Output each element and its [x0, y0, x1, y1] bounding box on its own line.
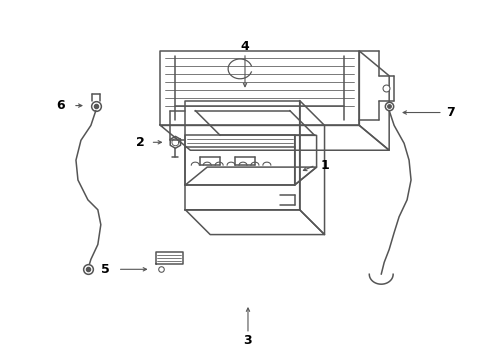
- Text: 1: 1: [320, 159, 328, 172]
- Text: 7: 7: [446, 106, 454, 119]
- Text: 2: 2: [136, 136, 144, 149]
- Text: 6: 6: [57, 99, 65, 112]
- Text: 3: 3: [243, 334, 252, 347]
- Text: 4: 4: [240, 40, 249, 53]
- Text: 5: 5: [101, 263, 110, 276]
